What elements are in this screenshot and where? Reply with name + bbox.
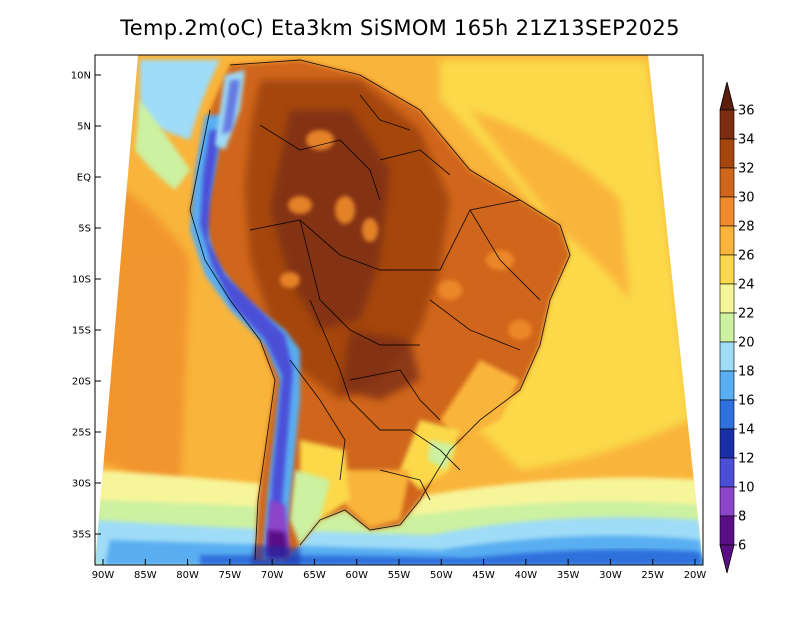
colorbar-arrow-top bbox=[719, 81, 735, 111]
colorbar-label: 6 bbox=[738, 539, 746, 554]
colorbar-swatch bbox=[719, 196, 735, 227]
lon-tick-label: 40W bbox=[515, 570, 538, 581]
lat-tick-label: 10N bbox=[71, 71, 91, 82]
lon-tick-label: 60W bbox=[345, 570, 368, 581]
lon-tick-label: 30W bbox=[599, 570, 622, 581]
colorbar-label: 22 bbox=[738, 307, 755, 322]
colorbar-label: 8 bbox=[738, 510, 746, 525]
lon-tick-label: 85W bbox=[134, 570, 157, 581]
colorbar-swatch bbox=[719, 399, 735, 430]
colorbar-label: 32 bbox=[738, 162, 755, 177]
lat-tick-label: 20S bbox=[72, 377, 91, 388]
colorbar-label: 28 bbox=[738, 220, 755, 235]
colorbar-swatch bbox=[719, 486, 735, 517]
colorbar-label: 16 bbox=[738, 394, 755, 409]
lon-tick-label: 35W bbox=[557, 570, 580, 581]
lat-tick-label: 10S bbox=[72, 275, 91, 286]
lat-tick-label: 30S bbox=[72, 479, 91, 490]
lon-tick-label: 25W bbox=[641, 570, 664, 581]
colorbar-label: 26 bbox=[738, 249, 755, 264]
lat-tick-label: 15S bbox=[72, 326, 91, 337]
colorbar-label: 12 bbox=[738, 452, 755, 467]
lat-tick-label: 25S bbox=[72, 428, 91, 439]
lon-tick-label: 50W bbox=[430, 570, 453, 581]
lat-tick-label: 5N bbox=[77, 122, 91, 133]
lon-tick-label: 75W bbox=[219, 570, 242, 581]
lon-tick-label: 80W bbox=[176, 570, 199, 581]
lon-tick-label: 65W bbox=[303, 570, 326, 581]
colorbar-label: 34 bbox=[738, 133, 755, 148]
colorbar-label: 20 bbox=[738, 336, 755, 351]
colorbar: 36 34 32 30 28 26 24 22 20 18 16 14 12 10 8 6 bbox=[719, 81, 755, 574]
lon-tick-label: 45W bbox=[472, 570, 495, 581]
colorbar-swatch bbox=[719, 457, 735, 488]
lon-tick-label: 55W bbox=[388, 570, 411, 581]
lat-tick-label: EQ bbox=[77, 173, 91, 184]
lon-tick-label: 70W bbox=[261, 570, 284, 581]
map-title: Temp.2m(oC) Eta3km SiSMOM 165h 21Z13SEP2… bbox=[120, 16, 680, 40]
colorbar-swatch bbox=[719, 254, 735, 285]
colorbar-arrow-bottom bbox=[719, 544, 735, 574]
colorbar-swatch bbox=[719, 283, 735, 314]
colorbar-swatch bbox=[719, 341, 735, 372]
longitude-axis: 90W 85W 80W 75W 70W 65W 60W 55W 50W 45W 40W 35W 30W 2… bbox=[92, 559, 707, 581]
colorbar-swatch bbox=[719, 515, 735, 546]
colorbar-label: 10 bbox=[738, 481, 755, 496]
lon-tick-label: 20W bbox=[684, 570, 707, 581]
colorbar-label: 30 bbox=[738, 191, 755, 206]
latitude-axis: 10N 5N EQ 5S 10S 15S 20S 25S 30S 35S bbox=[71, 71, 101, 541]
colorbar-swatch bbox=[719, 138, 735, 169]
colorbar-swatch bbox=[719, 109, 735, 140]
colorbar-label: 36 bbox=[738, 104, 755, 119]
colorbar-label: 18 bbox=[738, 365, 755, 380]
colorbar-label: 24 bbox=[738, 278, 755, 293]
lon-tick-label: 90W bbox=[92, 570, 115, 581]
colorbar-swatch bbox=[719, 370, 735, 401]
colorbar-swatch bbox=[719, 167, 735, 198]
lat-tick-label: 5S bbox=[78, 224, 91, 235]
temperature-field bbox=[95, 55, 703, 565]
colorbar-swatch bbox=[719, 428, 735, 459]
colorbar-label: 14 bbox=[738, 423, 755, 438]
lat-tick-label: 35S bbox=[72, 530, 91, 541]
colorbar-swatch bbox=[719, 225, 735, 256]
colorbar-swatch bbox=[719, 312, 735, 343]
